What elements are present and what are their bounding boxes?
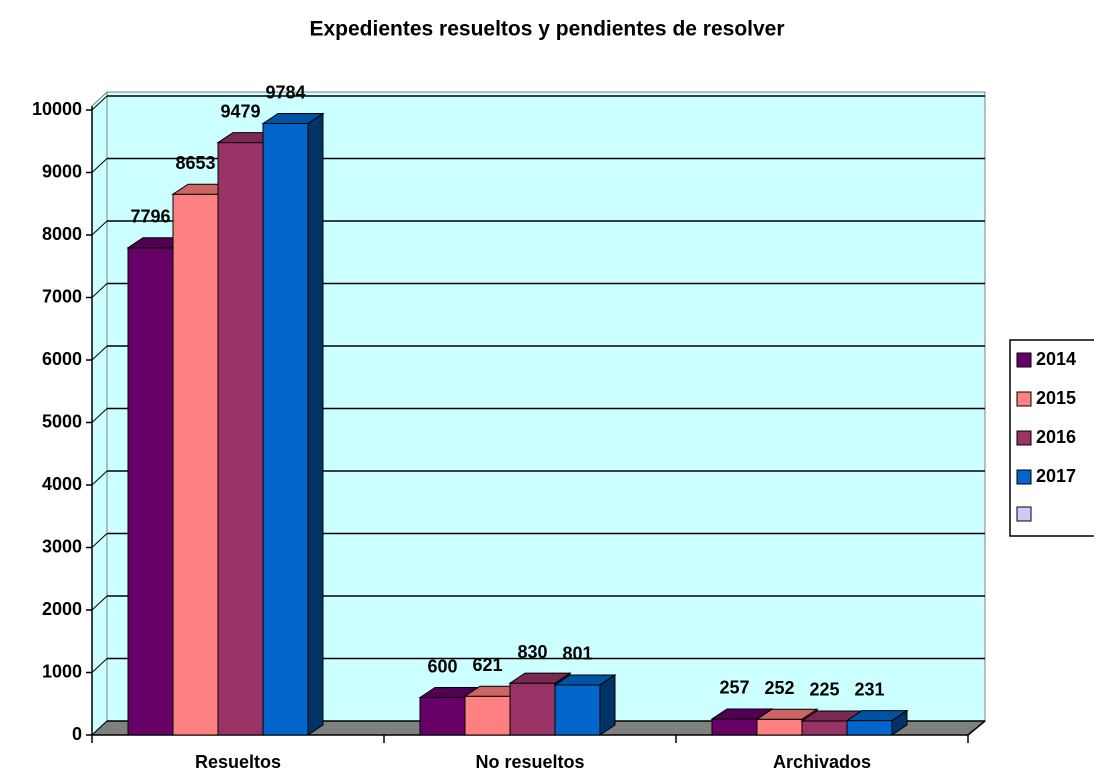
legend-swatch bbox=[1016, 352, 1032, 368]
grid-line bbox=[91, 408, 108, 423]
y-tick-label: 8000 bbox=[42, 224, 82, 244]
grid-line bbox=[91, 470, 108, 486]
y-tick-label: 0 bbox=[72, 724, 82, 744]
grid-line bbox=[91, 158, 108, 173]
bar bbox=[172, 193, 219, 736]
grid-line bbox=[91, 95, 108, 111]
bar bbox=[419, 697, 466, 736]
data-label: 252 bbox=[764, 678, 794, 698]
y-tick-label: 7000 bbox=[42, 286, 82, 306]
grid-line bbox=[91, 658, 108, 673]
bar-side bbox=[307, 112, 324, 736]
bar bbox=[509, 682, 556, 736]
y-tick-label: 6000 bbox=[42, 349, 82, 369]
y-tick-label: 9000 bbox=[42, 161, 82, 181]
bar bbox=[801, 720, 848, 736]
bar bbox=[217, 142, 264, 736]
bar-side bbox=[891, 709, 908, 736]
grid-line bbox=[91, 220, 108, 236]
data-label: 7796 bbox=[130, 207, 170, 227]
data-label: 257 bbox=[719, 678, 749, 698]
legend-swatch bbox=[1016, 430, 1032, 446]
data-label: 621 bbox=[472, 655, 502, 675]
y-tick-label: 4000 bbox=[42, 474, 82, 494]
data-label: 9784 bbox=[265, 82, 305, 102]
bar bbox=[554, 684, 601, 736]
data-label: 9479 bbox=[220, 101, 260, 121]
y-tick-label: 1000 bbox=[42, 661, 82, 681]
x-tick-label: No resueltos bbox=[475, 752, 584, 771]
legend-label: 2017 bbox=[1036, 466, 1076, 486]
bar bbox=[127, 247, 174, 736]
x-tick-label: Resueltos bbox=[195, 752, 281, 771]
chart-title: Expedientes resueltos y pendientes de re… bbox=[309, 18, 784, 41]
data-label: 8653 bbox=[175, 153, 215, 173]
legend-label: 2015 bbox=[1036, 388, 1076, 408]
grid-line bbox=[91, 720, 108, 736]
legend-label: 2016 bbox=[1036, 427, 1076, 447]
grid-line bbox=[91, 595, 108, 611]
bar bbox=[711, 718, 758, 736]
side-wall bbox=[91, 90, 108, 737]
data-label: 225 bbox=[809, 680, 839, 700]
bar bbox=[464, 695, 511, 736]
y-tick-label: 3000 bbox=[42, 536, 82, 556]
x-tick-label: Archivados bbox=[773, 752, 871, 771]
legend-swatch bbox=[1016, 469, 1032, 485]
legend-swatch bbox=[1016, 506, 1032, 522]
legend-label: 2014 bbox=[1036, 349, 1076, 369]
grid-line bbox=[91, 533, 108, 548]
grid-line bbox=[91, 345, 108, 361]
bar bbox=[262, 123, 309, 736]
data-label: 231 bbox=[854, 679, 884, 699]
data-label: 830 bbox=[517, 642, 547, 662]
floor-edge bbox=[967, 720, 986, 736]
data-label: 600 bbox=[427, 656, 457, 676]
bar bbox=[846, 720, 893, 736]
bar bbox=[756, 718, 803, 736]
y-tick-label: 5000 bbox=[42, 411, 82, 431]
data-label: 801 bbox=[562, 644, 592, 664]
legend-swatch bbox=[1016, 391, 1032, 407]
y-tick-label: 10000 bbox=[32, 99, 82, 119]
y-tick-label: 2000 bbox=[42, 599, 82, 619]
bar-side bbox=[599, 674, 616, 736]
grid-line bbox=[91, 283, 108, 298]
